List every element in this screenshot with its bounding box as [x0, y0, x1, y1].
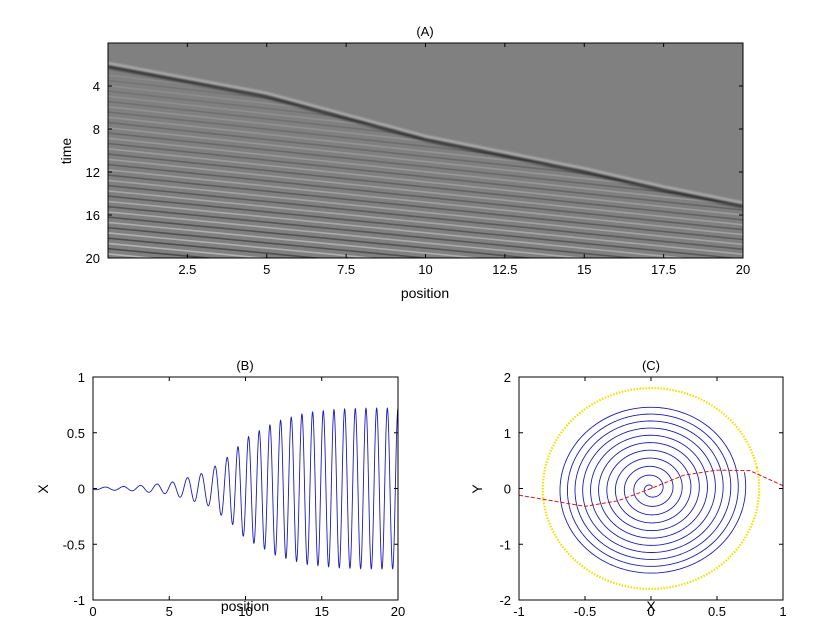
panel-a: (A) 2.5 5 7.5 10 12.5 15 17.5 20 4 8 12 16 20 positi…	[58, 24, 750, 363]
heatmap-stripe	[108, 216, 537, 258]
panel-c-xtick-label: 1	[779, 604, 786, 617]
heatmap-stripe	[108, 163, 743, 231]
heatmap-stripe	[108, 211, 589, 258]
heatmap-stripe	[108, 296, 743, 353]
heatmap-stripe	[108, 232, 379, 258]
panel-b: (B) 0 5 10 15 20 -1 -0.5 0 0.5 1 position X	[35, 358, 405, 617]
panel-c-ytick-label: 0	[504, 482, 511, 497]
heatmap-stripe	[108, 179, 743, 246]
heatmap-stripe	[108, 226, 433, 258]
panel-b-frame	[92, 376, 399, 601]
heatmap-stripe	[108, 153, 743, 221]
panel-b-ytick-label: -0.5	[63, 537, 85, 552]
heatmap-stripe	[108, 132, 743, 208]
panel-c-title: (C)	[642, 358, 660, 373]
panel-a-xtick-label: 12.5	[492, 262, 517, 277]
panel-c-xlabel: X	[646, 598, 656, 614]
panel-b-ticks: 0 5 10 15 20 -1 -0.5 0 0.5 1	[63, 370, 406, 617]
panel-a-xtick-label: 20	[736, 262, 750, 277]
panel-a-ytick-label: 16	[86, 208, 100, 223]
panel-b-xlabel: position	[221, 598, 269, 614]
panel-a-ytick-label: 8	[93, 122, 100, 137]
heatmap-wavefront	[108, 62, 743, 208]
panel-a-xtick-label: 10	[418, 262, 432, 277]
wavefront-line	[108, 65, 743, 208]
heatmap-stripe	[108, 174, 743, 241]
panel-c-ylabel: Y	[469, 484, 485, 494]
heatmap-stripe	[108, 221, 485, 258]
heatmap-stripe	[108, 184, 743, 251]
panel-c-ytick-label: -2	[499, 593, 511, 608]
panel-c-xtick-label: -0.5	[574, 604, 596, 617]
panel-b-ytick-label: 1	[78, 370, 85, 385]
panel-c-ytick-label: -1	[499, 537, 511, 552]
panel-c-xtick-label: 0	[647, 604, 654, 617]
heatmap-stripe	[108, 169, 743, 236]
panel-b-title: (B)	[236, 358, 253, 373]
heatmap-stripe	[108, 205, 640, 258]
panel-b-xtick-label: 15	[315, 604, 329, 617]
panel-b-xtick-label: 5	[166, 604, 173, 617]
heatmap-stripe	[108, 190, 743, 256]
panel-a-xtick-label: 5	[263, 262, 270, 277]
panel-b-xtick-label: 0	[89, 604, 96, 617]
panel-a-title: (A)	[416, 24, 433, 39]
panel-b-xtick-label: 20	[391, 604, 405, 617]
panel-a-ytick-label: 4	[93, 79, 100, 94]
panel-c-ytick-label: 1	[504, 426, 511, 441]
panel-c-frame	[518, 376, 784, 601]
heatmap-stripe	[108, 242, 272, 258]
panel-b-ylabel: X	[35, 484, 51, 494]
heatmap-stripe	[108, 275, 743, 333]
heatmap-stripe	[108, 195, 740, 258]
panel-a-xtick-label: 2.5	[178, 262, 196, 277]
panel-b-ytick-label: 0.5	[67, 426, 85, 441]
panel-a-ylabel: time	[58, 138, 74, 165]
wavefront-highlight	[108, 62, 743, 205]
panel-c-xtick-label: 0.5	[708, 604, 726, 617]
nullcline-curve	[519, 469, 783, 507]
panel-a-ticks: 2.5 5 7.5 10 12.5 15 17.5 20 4 8 12 16 20	[86, 43, 750, 277]
panel-a-xlabel: position	[401, 285, 449, 301]
panel-c-ytick-label: 2	[504, 370, 511, 385]
heatmap-stripe	[108, 137, 743, 208]
heatmap-stripe	[108, 158, 743, 226]
heatmap-stripe	[108, 301, 743, 357]
panel-a-ytick-label: 20	[86, 251, 100, 266]
panel-b-ytick-label: -1	[73, 593, 85, 608]
heatmap-stripe	[108, 237, 326, 258]
heatmap-stripe	[108, 200, 690, 258]
oscillation-line	[93, 407, 398, 570]
panel-b-xtick-label: 10	[238, 604, 252, 617]
panel-b-ytick-label: 0	[78, 482, 85, 497]
heatmap-stripe	[108, 148, 743, 216]
panel-a-ytick-label: 12	[86, 165, 100, 180]
panel-c-xtick-label: -1	[513, 604, 525, 617]
heatmap-background	[108, 43, 743, 258]
spiral-trajectory	[559, 406, 747, 574]
limit-cycle-curve	[541, 387, 761, 590]
heatmap-stripe	[108, 307, 743, 363]
panel-a-xtick-label: 7.5	[337, 262, 355, 277]
panel-a-xtick-label: 15	[577, 262, 591, 277]
panel-a-xtick-label: 17.5	[651, 262, 676, 277]
heatmap-stripe	[108, 142, 743, 211]
